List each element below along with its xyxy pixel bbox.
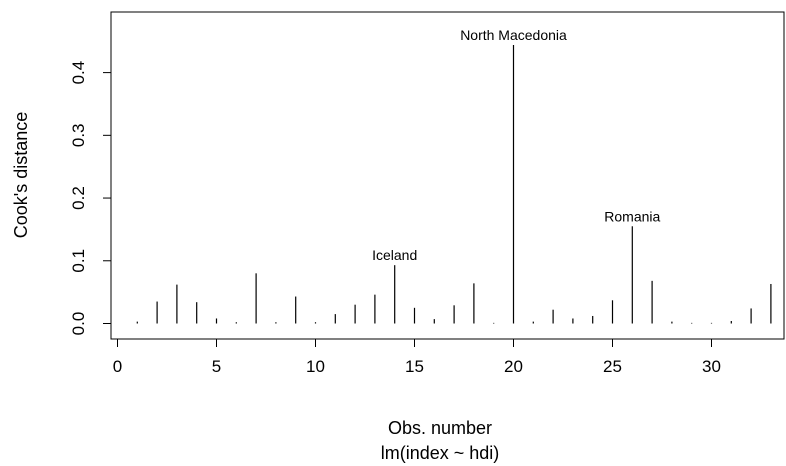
annotations-group: Iceland North Macedonia Romania [372, 27, 660, 263]
y-tick-label-0.0: 0.0 [69, 312, 88, 336]
chart-subtitle: lm(index ~ hdi) [381, 443, 500, 463]
x-tick-label-0: 0 [113, 357, 122, 376]
y-axis: 0.0 0.1 0.2 0.3 0.4 [69, 61, 112, 336]
point-label-iceland: Iceland [372, 247, 417, 263]
y-tick-label-0.1: 0.1 [69, 249, 88, 273]
plot-frame-rect [110, 11, 785, 340]
x-tick-label-25: 25 [603, 357, 622, 376]
y-axis-title: Cook's distance [11, 112, 31, 239]
x-tick-label-15: 15 [405, 357, 424, 376]
point-label-romania: Romania [604, 208, 660, 224]
x-tick-label-10: 10 [306, 357, 325, 376]
y-tick-label-0.2: 0.2 [69, 186, 88, 210]
bars-group [136, 45, 772, 324]
y-tick-label-0.3: 0.3 [69, 124, 88, 148]
x-axis: 0 5 10 15 20 25 30 [113, 338, 721, 376]
x-tick-label-5: 5 [212, 357, 221, 376]
x-tick-label-20: 20 [504, 357, 523, 376]
plot-frame [110, 11, 785, 340]
x-axis-title: Obs. number [388, 418, 492, 438]
point-label-north-macedonia: North Macedonia [460, 27, 567, 43]
y-tick-label-0.4: 0.4 [69, 61, 88, 85]
x-tick-label-30: 30 [702, 357, 721, 376]
